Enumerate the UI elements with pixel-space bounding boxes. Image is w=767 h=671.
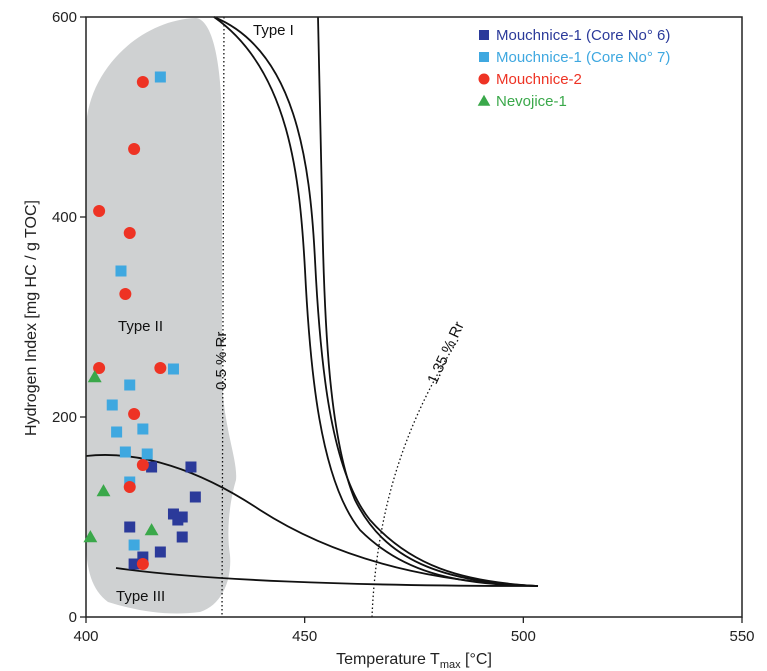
- data-point: [111, 426, 123, 438]
- data-point: [154, 71, 166, 83]
- data-point: [185, 461, 197, 473]
- rr-05-label: 0.5 % Rr: [213, 332, 230, 390]
- data-point: [172, 514, 184, 526]
- data-point: [128, 539, 140, 551]
- type-i-curve-outer: [213, 16, 539, 587]
- type-iii-label: Type III: [116, 588, 165, 605]
- legend-marker: [479, 52, 489, 62]
- data-point: [167, 508, 179, 520]
- data-point: [119, 288, 132, 300]
- data-point: [136, 459, 149, 471]
- series-1-points: [124, 461, 201, 570]
- type-i-label: Type I: [253, 22, 294, 39]
- data-point: [137, 423, 149, 435]
- axis-ticks: 400 450 500 550 0 200 400 600: [52, 9, 755, 645]
- data-point: [106, 399, 118, 411]
- rr-135-label: 1.35 % Rr: [424, 319, 468, 387]
- data-point: [154, 546, 166, 558]
- type-ii-shaded-field: [86, 18, 237, 614]
- rr-05-isoline: [221, 16, 225, 618]
- x-tick-label: 500: [511, 628, 536, 645]
- legend: Mouchnice-1 (Core No° 6) Mouchnice-1 (Cor…: [477, 27, 670, 110]
- data-point: [128, 408, 141, 420]
- data-point: [96, 484, 111, 497]
- data-point: [115, 265, 127, 277]
- legend-marker: [477, 94, 491, 106]
- type-iii-lower-curve: [115, 567, 539, 587]
- data-point: [83, 530, 98, 543]
- x-axis-title-main: Temperature T: [336, 651, 440, 668]
- type-ii-curve: [213, 16, 539, 587]
- data-point: [128, 558, 140, 570]
- legend-label: Nevojice-1: [496, 93, 567, 110]
- legend-item: Mouchnice-2: [478, 71, 582, 88]
- legend-item: Mouchnice-1 (Core No° 6): [479, 27, 670, 44]
- data-point: [167, 363, 179, 375]
- data-point: [154, 362, 167, 374]
- legend-marker: [479, 30, 489, 40]
- series-3-points: [93, 76, 167, 570]
- data-point: [176, 531, 188, 543]
- data-point: [128, 143, 141, 155]
- plot-frame: [85, 16, 743, 618]
- x-axis-title-subscript: max: [440, 659, 461, 671]
- data-point: [124, 379, 136, 391]
- x-tick-label: 550: [729, 628, 754, 645]
- legend-marker: [478, 73, 490, 85]
- data-point: [93, 362, 106, 374]
- y-tick-label: 400: [52, 209, 77, 226]
- data-point: [136, 76, 149, 88]
- data-point: [124, 521, 136, 533]
- type-i-curve: [317, 16, 539, 587]
- x-tick-label: 400: [73, 628, 98, 645]
- rr-135-isoline: [371, 339, 459, 618]
- data-point: [93, 205, 106, 217]
- y-tick-label: 0: [69, 609, 77, 626]
- type-ii-label: Type II: [118, 318, 163, 335]
- legend-label: Mouchnice-1 (Core No° 6): [496, 27, 670, 44]
- data-point: [119, 446, 131, 458]
- y-tick-label: 600: [52, 9, 77, 26]
- data-points: [83, 71, 201, 570]
- x-tick-label: 450: [292, 628, 317, 645]
- legend-label: Mouchnice-2: [496, 71, 582, 88]
- data-point: [123, 227, 136, 239]
- x-axis-title-unit: [°C]: [461, 651, 492, 668]
- data-point: [87, 370, 102, 383]
- legend-label: Mouchnice-1 (Core No° 7): [496, 49, 670, 66]
- data-point: [144, 523, 159, 536]
- series-4-points: [83, 370, 159, 543]
- y-axis-title: Hydrogen Index [mg HC / g TOC]: [23, 200, 40, 436]
- data-point: [141, 448, 153, 460]
- y-tick-label: 200: [52, 409, 77, 426]
- x-axis-title: Temperature Tmax [°C]: [336, 651, 492, 671]
- data-point: [136, 558, 149, 570]
- data-point: [189, 491, 201, 503]
- legend-item: Mouchnice-1 (Core No° 7): [479, 49, 670, 66]
- data-point: [137, 551, 149, 563]
- legend-item: Nevojice-1: [477, 93, 567, 110]
- data-point: [146, 461, 158, 473]
- data-point: [123, 481, 136, 493]
